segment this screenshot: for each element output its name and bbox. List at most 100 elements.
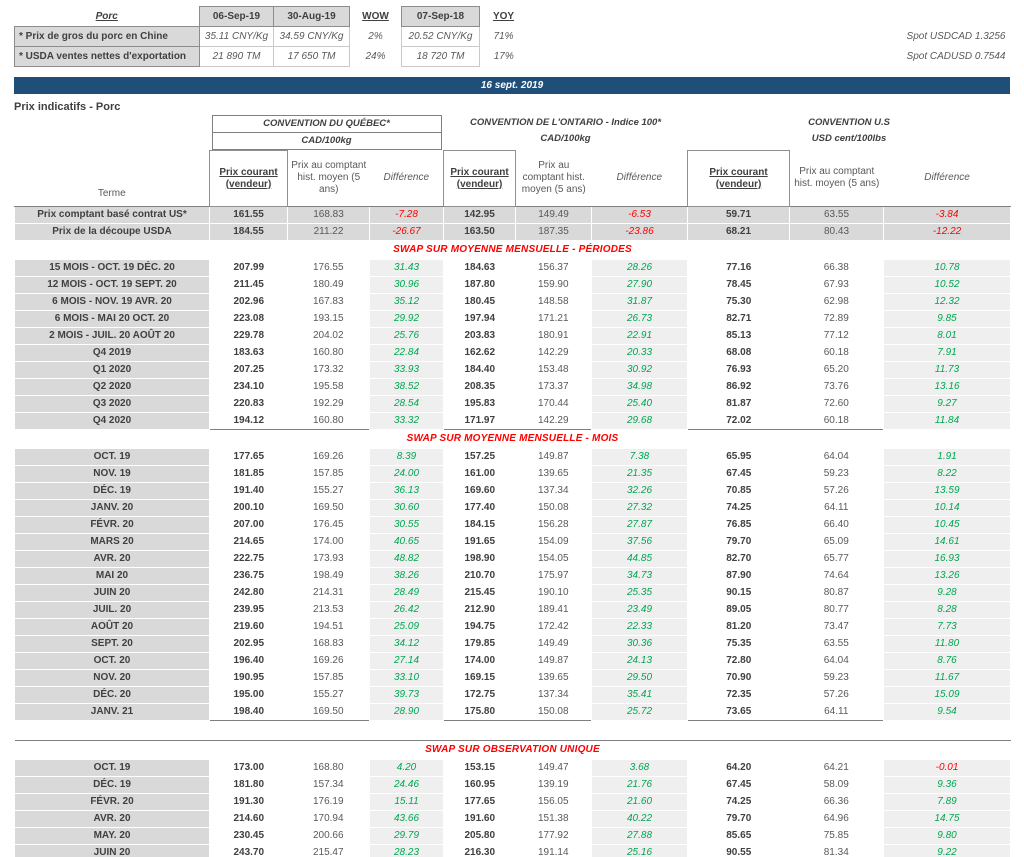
difference-cell: 29.92: [368, 310, 445, 328]
difference-cell: 13.26: [883, 567, 1012, 585]
current-price-cell: 160.95: [464, 779, 496, 790]
hist-price-cell: 149.47: [537, 762, 569, 773]
current-price-cell: 229.78: [233, 330, 265, 341]
hist-price-cell: 150.08: [537, 705, 569, 717]
term-label: DÉC. 19: [14, 776, 210, 794]
current-price-cell: 194.12: [233, 414, 265, 426]
summary-row: * Prix de gros du porc en Chine 35.11 CNY…: [14, 26, 1010, 47]
hist-price-cell: 167.83: [312, 296, 344, 307]
term-label: Q4 2019: [14, 344, 210, 362]
hist-price-cell: 64.11: [824, 705, 849, 717]
current-price-cell: 200.10: [233, 502, 265, 513]
difference-cell: 30.92: [591, 361, 689, 379]
hist-price-cell: 74.64: [823, 570, 849, 581]
term-label: 6 MOIS - NOV. 19 AVR. 20: [14, 293, 210, 311]
difference-cell: 25.35: [591, 584, 689, 602]
current-price-cell: 68.08: [726, 347, 752, 358]
hist-price-cell: 159.90: [537, 279, 569, 290]
section-title: SWAP SUR MOYENNE MENSUELLE - PÉRIODES: [14, 240, 1011, 260]
difference-cell: -3.84: [883, 206, 1012, 224]
difference-cell: 16.93: [883, 550, 1012, 568]
difference-cell: 22.33: [591, 618, 689, 636]
current-price-cell: 86.92: [726, 381, 752, 392]
hist-price-cell: 168.83: [287, 206, 370, 224]
hist-price-cell: 73.47: [823, 621, 849, 632]
difference-cell: 25.76: [368, 327, 445, 345]
current-price-cell: 81.87: [726, 398, 752, 409]
hist-price-cell: 155.27: [312, 689, 344, 700]
current-price-cell: 239.95: [233, 604, 265, 615]
difference-cell: 7.91: [883, 344, 1012, 362]
current-price-cell: 198.40: [233, 705, 265, 717]
difference-cell: 10.78: [883, 259, 1012, 277]
hist-price-cell: 137.34: [537, 689, 569, 700]
difference-cell: 38.26: [368, 567, 445, 585]
term-label: Q2 2020: [14, 378, 210, 396]
term-label: NOV. 19: [14, 465, 210, 483]
table-row: Q3 2020 220.83 192.29 28.54 195.83 170.44 25.4…: [14, 395, 1012, 413]
current-price-cell: 191.60: [464, 813, 496, 824]
table-row: 15 MOIS - OCT. 19 DÉC. 20 207.99 176.55 31.…: [14, 259, 1012, 277]
main-table-body: Prix comptant basé contrat US* 161.55 168.…: [14, 206, 1012, 857]
hist-price-cell: 64.11: [824, 502, 849, 513]
current-price-cell: 242.80: [233, 587, 265, 598]
term-label: JANV. 21: [14, 703, 210, 721]
spacer: [528, 27, 860, 47]
on-difference-header: Différence: [591, 150, 688, 207]
hist-price-cell: 211.22: [287, 223, 370, 241]
difference-cell: 34.73: [591, 567, 689, 585]
date-banner: 16 sept. 2019: [14, 77, 1010, 94]
difference-cell: 30.36: [591, 635, 689, 653]
current-price-cell: 73.65: [726, 705, 752, 717]
difference-cell: -12.22: [883, 223, 1012, 241]
difference-cell: 32.26: [591, 482, 689, 500]
hist-price-cell: 173.37: [537, 381, 569, 392]
hist-price-cell: 173.32: [312, 364, 344, 375]
term-label: 12 MOIS - OCT. 19 SEPT. 20: [14, 276, 210, 294]
value-cell: 35.11 CNY/Kg: [199, 26, 274, 47]
difference-cell: 13.59: [883, 482, 1012, 500]
current-price-cell: 203.83: [464, 330, 496, 341]
current-price-cell: 236.75: [233, 570, 265, 581]
current-price-cell: 173.00: [233, 762, 265, 773]
difference-cell: 28.49: [368, 584, 445, 602]
difference-cell: 27.14: [368, 652, 445, 670]
difference-cell: 9.36: [883, 776, 1012, 794]
spacer: [860, 7, 1010, 27]
hist-price-cell: 64.96: [823, 813, 849, 824]
difference-cell: 10.52: [883, 276, 1012, 294]
hist-price-cell: 77.12: [823, 330, 849, 341]
difference-cell: 14.61: [883, 533, 1012, 551]
current-price-cell: 87.90: [726, 570, 752, 581]
term-label: AOÛT 20: [14, 618, 210, 636]
current-price-cell: 172.75: [464, 689, 496, 700]
hist-price-cell: 72.89: [823, 313, 849, 324]
current-price-cell: 153.15: [464, 762, 496, 773]
table-row: SEPT. 20 202.95 168.83 34.12 179.85 149.49 30.…: [14, 635, 1012, 653]
hist-price-cell: 169.50: [312, 502, 344, 513]
current-price-cell: 179.85: [464, 638, 496, 649]
current-price-cell: 207.99: [233, 262, 265, 273]
hist-price-cell: 60.18: [823, 347, 849, 358]
hist-price-cell: 150.08: [537, 502, 569, 513]
current-price-cell: 215.45: [464, 587, 496, 598]
section-title: SWAP SUR OBSERVATION UNIQUE: [14, 740, 1011, 760]
current-price-cell: 177.65: [464, 796, 496, 807]
term-label: DÉC. 19: [14, 482, 210, 500]
hist-price-cell: 175.97: [537, 570, 569, 581]
spot-rate: Spot USDCAD 1.3256: [906, 31, 1006, 42]
term-label: JANV. 20: [14, 499, 210, 517]
difference-cell: 33.32: [368, 412, 445, 430]
current-price-cell: 234.10: [233, 381, 265, 392]
hist-price-cell: 157.85: [312, 468, 344, 479]
porc-corner-label: Porc: [95, 10, 118, 22]
current-price-cell: 210.70: [464, 570, 496, 581]
difference-cell: 30.96: [368, 276, 445, 294]
difference-cell: 9.22: [883, 844, 1012, 857]
hist-price-cell: 189.41: [537, 604, 569, 615]
difference-cell: 24.13: [591, 652, 689, 670]
quebec-convention-unit: CAD/100kg: [301, 135, 352, 146]
term-label: 2 MOIS - JUIL. 20 AOÛT 20: [14, 327, 210, 345]
hist-price-cell: 170.94: [312, 813, 344, 824]
difference-cell: 35.41: [591, 686, 689, 704]
